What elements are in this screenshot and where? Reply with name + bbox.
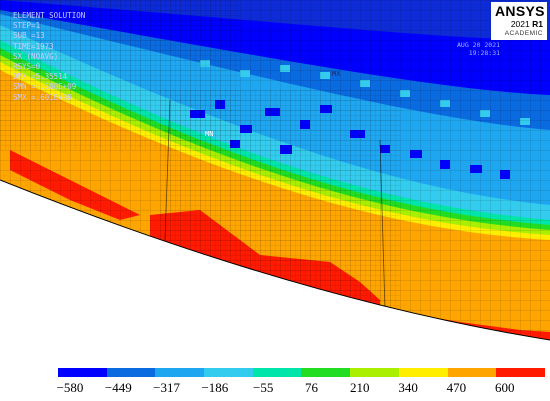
legend-tick-label: 76 <box>305 380 318 395</box>
legend-swatch <box>447 368 497 377</box>
legend-swatch <box>301 368 351 377</box>
info-line: DMX =5.35514 <box>13 72 68 82</box>
min-marker: MN <box>205 130 214 138</box>
legend-swatch <box>155 368 205 377</box>
legend-tick-label: 340 <box>398 380 418 395</box>
logo-version: 2021 R1 <box>511 19 543 29</box>
info-line: TIME=1973 <box>13 41 54 51</box>
info-line: RSYS=0 <box>13 62 41 72</box>
color-legend-bar <box>58 368 545 377</box>
logo-release: R1 <box>532 19 543 29</box>
time-label: 19:28:31 <box>468 49 501 57</box>
info-line: SX (NOAVG) <box>13 51 59 61</box>
info-line: SMN =-.580E+09 <box>13 82 77 92</box>
legend-swatch <box>398 368 448 377</box>
date-label: AUG 20 2021 <box>457 41 501 49</box>
legend-tick-label: −580 <box>56 380 84 395</box>
legend-swatch <box>58 368 107 377</box>
solution-info: ELEMENT SOLUTION STEP=1 SUB =13 TIME=197… <box>13 11 93 103</box>
info-line: SUB =13 <box>13 31 45 41</box>
ansys-logo: ANSYS 2021 R1 ACADEMIC <box>491 2 547 40</box>
date-time-stamp: AUG 20 2021 19:28:31 <box>457 41 500 57</box>
legend-tick-label: −55 <box>253 380 274 395</box>
legend-tick-label: −449 <box>104 380 132 395</box>
max-marker: MX <box>332 70 341 78</box>
info-line: SMX =.601E+09 <box>13 92 72 102</box>
legend-swatch <box>252 368 302 377</box>
legend-tick-label: −317 <box>153 380 181 395</box>
info-line: STEP=1 <box>13 21 41 31</box>
legend-tick-label: 470 <box>446 380 467 395</box>
info-line: ELEMENT SOLUTION <box>13 11 86 20</box>
legend-tick-label: 210 <box>350 380 370 395</box>
legend-swatch <box>496 368 545 377</box>
logo-edition: ACADEMIC <box>504 30 543 37</box>
legend-tick-label: 600 <box>494 380 515 395</box>
legend-swatch <box>106 368 156 377</box>
legend-swatch <box>204 368 253 377</box>
logo-brand: ANSYS <box>495 3 545 19</box>
legend-swatch <box>350 368 399 377</box>
legend-tick-label: −186 <box>201 380 229 395</box>
logo-year: 2021 <box>510 19 530 29</box>
